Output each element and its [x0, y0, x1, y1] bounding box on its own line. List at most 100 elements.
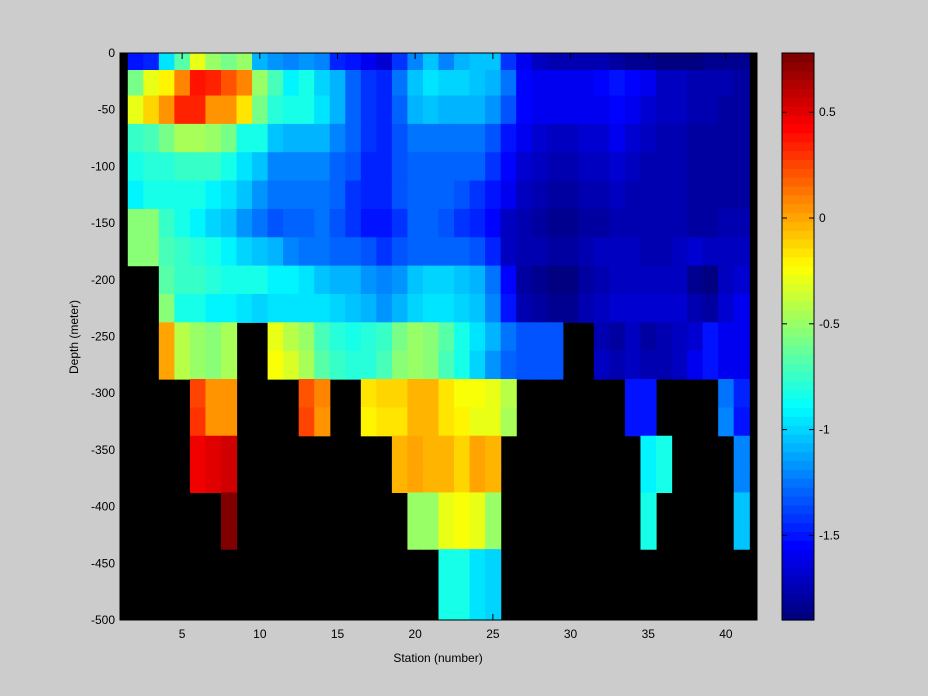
heatmap-cell	[329, 237, 346, 267]
heatmap-cell	[640, 350, 657, 380]
heatmap-cell	[252, 237, 269, 267]
heatmap-cell	[252, 70, 269, 97]
heatmap-cell	[733, 70, 750, 97]
heatmap-cell	[422, 237, 440, 267]
heatmap-cell	[345, 70, 362, 97]
heatmap-cell	[360, 265, 377, 295]
heatmap-cell	[407, 407, 424, 437]
heatmap-cell	[640, 464, 657, 494]
colorbar-tick-label: -0.5	[819, 317, 840, 331]
heatmap-cell	[469, 53, 486, 71]
heatmap-cell	[531, 350, 548, 380]
heatmap-cell	[391, 435, 409, 465]
heatmap-cell	[438, 577, 455, 607]
heatmap-cell	[609, 322, 626, 352]
heatmap-cell	[422, 53, 440, 71]
colorbar-band	[782, 478, 814, 488]
heatmap-cell	[236, 123, 253, 153]
colorbar-band	[782, 274, 814, 284]
colorbar-band	[782, 354, 814, 364]
heatmap-cell	[438, 53, 455, 71]
heatmap-cell	[516, 180, 533, 210]
heatmap-cell	[298, 237, 315, 267]
heatmap-cell	[454, 322, 471, 352]
heatmap-cell	[593, 53, 611, 71]
heatmap-cell	[718, 407, 735, 437]
heatmap-cell	[407, 180, 424, 210]
heatmap-cell	[454, 605, 471, 621]
heatmap-cell	[205, 293, 222, 323]
heatmap-cell	[189, 152, 207, 182]
heatmap-cell	[158, 350, 175, 380]
heatmap-cell	[656, 464, 673, 494]
heatmap-cell	[733, 180, 750, 210]
heatmap-cell	[174, 70, 191, 97]
heatmap-cell	[718, 95, 735, 125]
colorbar-band	[782, 380, 814, 391]
y-tick-label: -100	[91, 159, 115, 173]
heatmap-cell	[485, 549, 502, 579]
heatmap-cell	[360, 70, 377, 97]
heatmap-cell	[687, 237, 704, 267]
heatmap-cell	[174, 237, 191, 267]
colorbar-band	[782, 371, 814, 382]
heatmap-cell	[267, 70, 284, 97]
heatmap-cell	[485, 435, 502, 465]
heatmap-cell	[438, 95, 455, 125]
heatmap-cell	[345, 322, 362, 352]
heatmap-cell	[609, 265, 626, 295]
heatmap-cell	[143, 180, 160, 210]
colorbar-band	[782, 363, 814, 373]
heatmap-cells	[127, 53, 750, 621]
colorbar-band	[782, 212, 814, 222]
heatmap-cell	[158, 293, 175, 323]
heatmap-cell	[593, 293, 611, 323]
heatmap-cell	[702, 95, 719, 125]
heatmap-cell	[376, 265, 393, 295]
heatmap-cell	[671, 322, 688, 352]
heatmap-cell	[516, 53, 533, 71]
heatmap-cell	[733, 95, 750, 125]
heatmap-cell	[438, 464, 455, 494]
heatmap-cell	[733, 123, 750, 153]
colorbar-band	[782, 70, 814, 81]
heatmap-cell	[283, 350, 300, 380]
colorbar-band	[782, 327, 814, 338]
heatmap-cell	[578, 123, 595, 153]
heatmap-cell	[593, 350, 611, 380]
heatmap-cell	[547, 152, 564, 182]
heatmap-cell	[267, 265, 284, 295]
heatmap-cell	[345, 208, 362, 238]
heatmap-cell	[329, 293, 346, 323]
heatmap-cell	[500, 53, 517, 71]
heatmap-cell	[407, 208, 424, 238]
colorbar-band	[782, 106, 814, 116]
heatmap-cell	[593, 152, 611, 182]
heatmap-cell	[624, 237, 642, 267]
heatmap-cell	[360, 407, 377, 437]
heatmap-cell	[531, 265, 548, 295]
heatmap-cell	[189, 208, 207, 238]
heatmap-cell	[454, 379, 471, 408]
heatmap-cell	[702, 53, 719, 71]
heatmap-cell	[360, 208, 377, 238]
heatmap-cell	[687, 123, 704, 153]
heatmap-cell	[236, 237, 253, 267]
heatmap-cell	[562, 265, 579, 295]
heatmap-cell	[516, 350, 533, 380]
y-tick-label: -300	[91, 386, 115, 400]
heatmap-cell	[174, 53, 191, 71]
heatmap-cell	[298, 70, 315, 97]
colorbar-band	[782, 301, 814, 311]
heatmap-cell	[407, 520, 424, 550]
heatmap-cell	[329, 322, 346, 352]
heatmap-cell	[189, 407, 207, 437]
heatmap-cell	[205, 322, 222, 352]
heatmap-cell	[609, 70, 626, 97]
heatmap-cell	[671, 180, 688, 210]
heatmap-cell	[454, 407, 471, 437]
heatmap-cell	[205, 435, 222, 465]
heatmap-cell	[547, 350, 564, 380]
heatmap-cell	[485, 577, 502, 607]
heatmap-cell	[407, 379, 424, 408]
